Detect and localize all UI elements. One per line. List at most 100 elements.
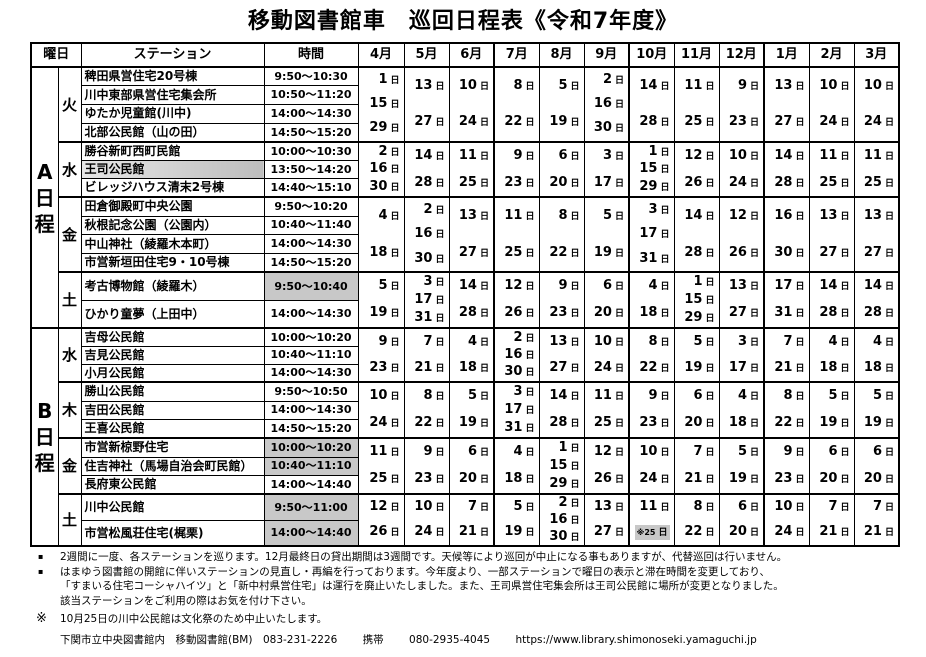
month-dates: 8 日 22 日 — [673, 493, 720, 547]
date-unit: 日 — [525, 118, 535, 129]
station-time: 10:50～11:20 — [263, 85, 359, 106]
date-number: 17 — [414, 291, 433, 307]
note-text: 該当ステーションをご利用の際はお気を付け下さい。 — [60, 594, 312, 607]
date-number: 6 — [693, 388, 703, 404]
station-name: 市営松風荘住宅(梶栗) — [80, 519, 265, 547]
date-unit: 日 — [435, 528, 445, 539]
footer-mobile-label: 携帯 — [362, 633, 384, 646]
section-label: B日程 — [30, 327, 59, 547]
month-dates: 10 日 24 日 — [718, 141, 765, 198]
station-time: 14:50～15:20 — [263, 122, 359, 143]
visit-date: 15 日 — [549, 458, 579, 474]
footer-url[interactable]: https://www.library.shimonoseki.yamaguch… — [515, 633, 757, 646]
visit-date: 11 日 — [819, 148, 849, 164]
date-number: 27 — [863, 244, 882, 260]
visit-date: 12 日 — [729, 209, 759, 224]
date-number: 24 — [863, 114, 882, 130]
visit-date: 25 日 — [863, 174, 894, 191]
date-unit: 日 — [660, 392, 670, 403]
date-number: 12 — [369, 499, 388, 515]
visit-date: 19 日 — [864, 416, 894, 431]
date-number: 10 — [728, 147, 747, 163]
date-number: 20 — [458, 471, 477, 487]
date-unit: 日 — [525, 448, 535, 459]
visit-date: 10 日 — [819, 78, 849, 94]
date-number: 30 — [549, 528, 568, 544]
date-unit: 日 — [614, 75, 624, 86]
date-number: 18 — [504, 471, 523, 487]
date-unit: 日 — [840, 178, 850, 189]
month-dates: 16 日 30 日 — [763, 196, 810, 273]
visit-date: 13 日 — [459, 209, 489, 224]
cancelled-date: ※25 日 — [634, 525, 670, 541]
visit-date: 21 日 — [819, 525, 849, 540]
date-number: 10 — [774, 499, 793, 515]
month-dates: 6 日 20 日 — [673, 381, 720, 439]
date-unit: 日 — [570, 392, 580, 403]
date-unit: 日 — [884, 248, 894, 259]
month-dates: 9 日 23 日 — [493, 141, 540, 198]
visit-date: 23 日 — [639, 416, 669, 431]
visit-date: 15 日 — [684, 292, 714, 308]
visit-date: 16 日 — [549, 512, 579, 528]
station-name: 稗田県営住宅20号棟 — [80, 66, 265, 87]
date-unit: 日 — [840, 118, 850, 129]
visit-date: 26 日 — [729, 245, 759, 261]
visit-date: 20 日 — [594, 306, 624, 321]
visit-date: 18 日 — [639, 306, 669, 321]
date-number: ※25 — [636, 528, 656, 538]
month-dates: 4 日 18 日 — [493, 437, 540, 495]
date-unit: 日 — [614, 475, 624, 486]
visit-date: 10 日 — [459, 78, 489, 94]
month-dates: 5 日 19 日 — [853, 381, 900, 439]
date-number: 15 — [369, 96, 388, 112]
month-dates: 1 日 15 日 29 日 — [538, 437, 585, 495]
visit-date: 27 日 — [863, 244, 894, 261]
month-dates: 3 日 17 日 31 日 — [628, 196, 675, 273]
visit-date: 11 日 — [459, 148, 489, 164]
month-dates: 10 日 24 日 — [808, 65, 855, 143]
date-number: 25 — [863, 174, 882, 190]
date-number: 8 — [648, 333, 658, 349]
date-number: 31 — [414, 309, 433, 325]
visit-date: 23 日 — [549, 306, 579, 321]
visit-date: 30 日 — [594, 121, 624, 136]
date-unit: 日 — [840, 528, 850, 539]
visit-date: 31 日 — [639, 251, 669, 267]
date-number: 25 — [684, 114, 703, 130]
date-unit: 日 — [435, 448, 445, 459]
station-time: 14:50～15:20 — [263, 253, 359, 273]
date-unit: 日 — [390, 503, 400, 514]
date-number: 18 — [639, 305, 658, 321]
station-name: 秋根記念公園（公園内） — [80, 215, 265, 236]
header-month: 10月 — [628, 42, 675, 68]
date-number: 7 — [783, 333, 793, 349]
date-unit: 日 — [525, 387, 535, 398]
date-number: 27 — [414, 114, 433, 130]
date-number: 20 — [593, 305, 612, 321]
date-unit: 日 — [390, 309, 400, 320]
date-number: 24 — [593, 359, 612, 375]
date-number: 10 — [863, 77, 882, 93]
visit-date: 11 日 — [684, 78, 714, 94]
visit-date: 14 日 — [549, 389, 579, 404]
date-unit: 日 — [749, 337, 759, 348]
visit-date: 28 日 — [819, 306, 849, 321]
station-time: 10:00～10:20 — [263, 437, 359, 458]
date-number: 29 — [684, 309, 703, 325]
date-unit: 日 — [570, 419, 580, 430]
month-dates: 10 日 24 日 — [448, 65, 495, 143]
date-number: 6 — [737, 499, 747, 515]
date-unit: 日 — [390, 212, 400, 223]
month-dates: 1 日 15 日 29 日 — [357, 65, 405, 143]
table-row: 中山神社（綾羅木本町） 14:00～14:30 — [31, 234, 899, 255]
date-unit: 日 — [570, 363, 580, 374]
